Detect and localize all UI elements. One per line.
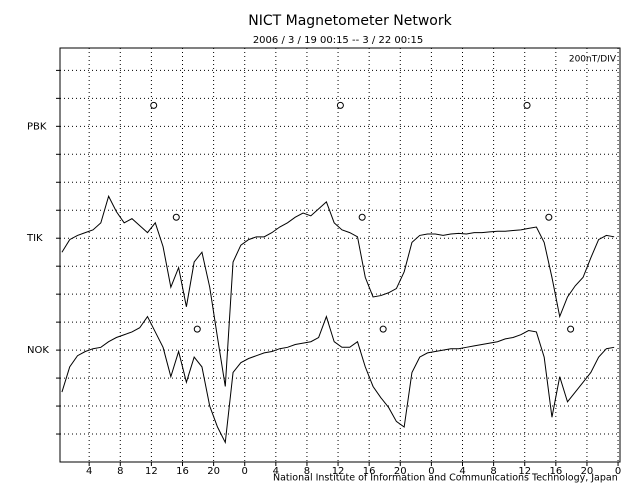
y-tick-label: NOK [27, 345, 49, 356]
x-tick-label: 12 [145, 466, 158, 477]
marker [358, 213, 366, 221]
x-tick-label: 0 [615, 466, 621, 477]
scale-note: 200nT/DIV [569, 55, 617, 65]
trace [61, 194, 615, 387]
chart-subtitle: 2006 / 3 / 19 00:15 -- 3 / 22 00:15 [253, 35, 423, 46]
x-tick-label: 4 [459, 466, 465, 477]
x-tick-label: 16 [363, 466, 376, 477]
marker [379, 325, 387, 333]
x-tick-label: 20 [207, 466, 220, 477]
marker [523, 101, 531, 109]
marker [567, 325, 575, 333]
marker [193, 325, 201, 333]
x-tick-label: 0 [428, 466, 434, 477]
x-tick-label: 8 [490, 466, 496, 477]
x-tick-label: 16 [549, 466, 562, 477]
y-tick-label: PBK [27, 121, 47, 132]
x-tick-label: 0 [242, 466, 248, 477]
x-tick-label: 4 [86, 466, 92, 477]
plot-frame [59, 47, 621, 463]
x-tick-label: 12 [332, 466, 345, 477]
x-tick-label: 8 [304, 466, 310, 477]
marker [545, 213, 553, 221]
y-tick-label: TIK [26, 233, 43, 244]
x-tick-label: 16 [176, 466, 189, 477]
x-tick-label: 8 [117, 466, 123, 477]
x-tick-label: 12 [518, 466, 531, 477]
x-tick-label: 20 [581, 466, 594, 477]
marker [336, 101, 344, 109]
footer: National Institute of Information and Co… [273, 473, 618, 484]
x-tick-label: 20 [394, 466, 407, 477]
marker [150, 101, 158, 109]
chart-title: NICT Magnetometer Network [248, 13, 452, 29]
marker [172, 213, 180, 221]
trace [61, 314, 615, 445]
x-tick-label: 4 [273, 466, 279, 477]
